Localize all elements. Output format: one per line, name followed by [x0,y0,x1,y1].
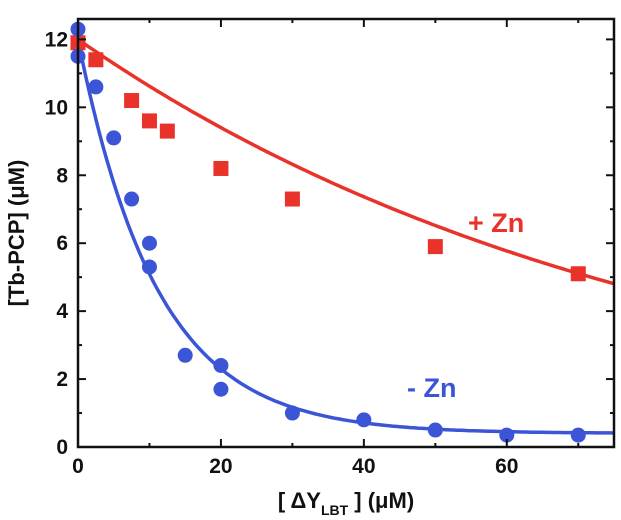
y-tick-label: 6 [56,232,68,255]
y-tick-label: 10 [45,96,68,119]
x-tick-label: 20 [209,455,232,478]
y-tick-label: 8 [56,164,68,187]
fit-curve-series-0 [77,37,615,286]
plot-frame [76,17,616,449]
data-point-series-1 [213,381,229,397]
x-axis-title-subscript: LBT [321,502,349,518]
plot-area [70,21,615,443]
x-tick-label: 40 [352,455,375,478]
data-point-series-1 [570,427,586,443]
x-tick-label: 0 [72,455,84,478]
fit-curve-series-1 [76,39,615,435]
y-axis-title: [Tb-PCP] (μM) [4,160,29,307]
data-point-series-0 [159,123,175,139]
y-tick-label: 12 [45,28,68,51]
data-point-series-0 [570,266,586,282]
x-axis-title-unit: ] (μM) [348,488,414,513]
data-point-series-1 [88,79,104,95]
data-point-series-1 [141,235,157,251]
data-point-series-1 [141,259,157,275]
axis-ticks: 0 20 40 60 0 2 4 6 8 10 12 [45,19,614,478]
data-point-series-0 [284,191,300,207]
data-point-series-0 [124,93,140,109]
data-point-series-0 [88,52,104,68]
data-point-series-0 [213,160,229,176]
y-tick-label: 4 [56,300,68,323]
data-point-series-1 [499,427,515,443]
legend-plus-zn: + Zn [468,208,524,238]
data-point-series-0 [141,113,157,129]
data-point-series-1 [427,422,443,438]
x-axis-title: [ ΔYLBT ] (μM) [278,488,414,518]
data-point-series-1 [124,191,140,207]
x-axis-title-main: [ ΔY [278,488,321,513]
data-point-series-1 [213,357,229,373]
data-point-series-1 [177,347,193,363]
x-tick-label: 60 [495,455,518,478]
legend-minus-zn: - Zn [407,373,456,403]
data-point-series-1 [284,405,300,421]
y-tick-label: 2 [56,368,68,391]
data-point-series-1 [356,412,372,428]
data-point-series-0 [427,239,443,255]
data-point-series-1 [106,130,122,146]
y-tick-label: 0 [56,436,68,459]
